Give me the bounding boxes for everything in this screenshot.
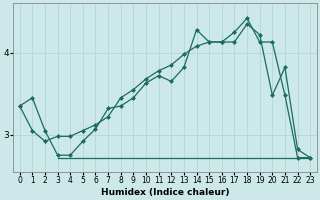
X-axis label: Humidex (Indice chaleur): Humidex (Indice chaleur): [101, 188, 229, 197]
